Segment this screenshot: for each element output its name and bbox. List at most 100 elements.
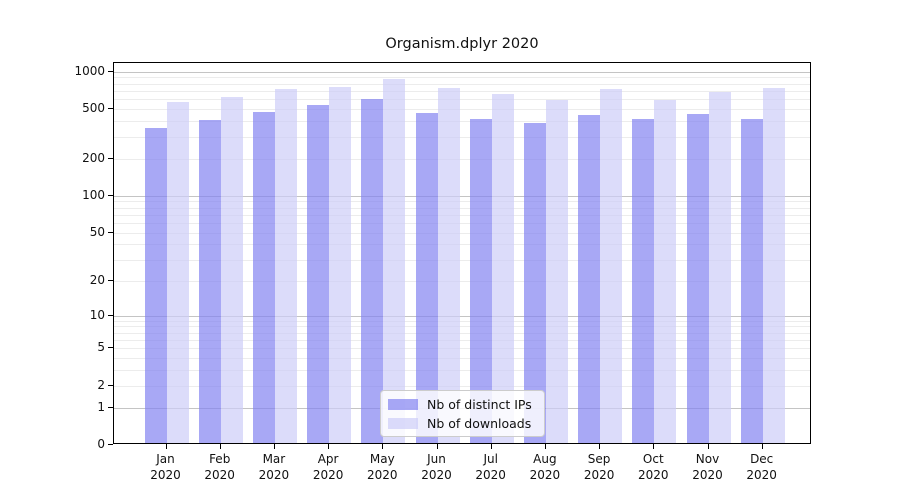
bar-downloads <box>220 97 243 443</box>
y-axis-tick-label: 1 <box>97 399 105 414</box>
x-axis-tick <box>273 444 275 449</box>
bar-downloads <box>654 99 677 443</box>
grid-line-minor <box>114 121 810 123</box>
grid-line-minor <box>114 158 810 160</box>
legend-label: Nb of downloads <box>427 415 532 431</box>
y-axis-tick-label: 1000 <box>74 63 105 78</box>
x-axis-tick-label: Dec 2020 <box>746 452 777 482</box>
y-axis-tick <box>108 444 113 445</box>
bar-distinct-ips <box>361 99 384 443</box>
grid-line-minor <box>114 201 810 203</box>
grid-line-major <box>114 71 810 73</box>
bar-downloads <box>329 86 352 443</box>
grid-line-minor <box>114 385 810 387</box>
x-axis-tick <box>219 444 221 449</box>
grid-line-minor <box>114 348 810 350</box>
grid-line-minor <box>114 358 810 359</box>
y-axis-tick <box>108 231 113 233</box>
x-axis-tick-label: Feb 2020 <box>204 452 235 482</box>
grid-line-minor <box>114 232 810 234</box>
y-axis-tick-label: 50 <box>89 224 105 239</box>
bar-downloads <box>166 101 189 443</box>
y-axis-tick-label: 2 <box>97 377 105 392</box>
x-axis-tick <box>490 444 492 449</box>
bar-distinct-ips <box>252 111 275 443</box>
y-axis-tick-label: 200 <box>82 150 105 165</box>
grid-line-minor <box>114 91 810 92</box>
x-axis-tick-label: Apr 2020 <box>312 452 344 482</box>
bar-downloads <box>491 94 514 443</box>
bar-distinct-ips <box>144 128 167 443</box>
plot-area <box>113 62 811 444</box>
y-axis-tick-label: 20 <box>89 272 105 287</box>
y-axis-tick-label: 500 <box>82 101 105 116</box>
bar-distinct-ips <box>307 105 330 443</box>
bar-distinct-ips <box>632 118 655 443</box>
x-axis-tick <box>436 444 438 449</box>
grid-line-minor <box>114 77 810 79</box>
legend-entry: Nb of downloads <box>388 416 537 431</box>
grid-line-minor <box>114 109 810 111</box>
legend-swatch-downloads <box>388 417 418 429</box>
x-axis-tick-label: Jan 2020 <box>150 452 181 482</box>
legend-entry: Nb of distinct IPs <box>388 397 537 412</box>
x-axis-tick-label: Oct 2020 <box>638 452 669 482</box>
legend: Nb of distinct IPs Nb of downloads <box>380 390 545 437</box>
grid-line-minor <box>114 320 810 322</box>
bar-distinct-ips <box>578 115 601 443</box>
bar-distinct-ips <box>686 114 709 443</box>
bar-distinct-ips <box>523 122 546 443</box>
x-axis-tick-label: Mar 2020 <box>258 452 290 482</box>
x-axis-tick <box>707 444 709 449</box>
y-axis-tick <box>108 314 113 316</box>
bar-distinct-ips <box>740 118 763 443</box>
bar-downloads <box>762 88 785 443</box>
x-axis-tick-label: Jun 2020 <box>421 452 452 482</box>
y-axis-tick <box>108 384 113 386</box>
grid-line-minor <box>114 207 810 209</box>
bar-distinct-ips <box>198 119 221 443</box>
y-axis-tick <box>108 70 113 72</box>
x-axis-tick-label: Jul 2020 <box>475 452 506 482</box>
x-axis-tick-label: Sep 2020 <box>583 452 615 482</box>
bar-downloads <box>545 99 568 443</box>
y-axis-tick-label: 10 <box>89 307 105 322</box>
grid-line-minor <box>114 244 810 246</box>
x-axis-tick-label: May 2020 <box>367 452 398 482</box>
grid-line-major <box>114 195 810 197</box>
y-axis-tick <box>108 108 113 110</box>
bar-downloads <box>708 92 731 443</box>
grid-line-minor <box>114 339 810 341</box>
y-axis-tick-label: 0 <box>97 437 105 451</box>
bar-distinct-ips <box>469 118 492 443</box>
bar-downloads <box>383 79 406 443</box>
grid-line-minor <box>114 326 810 328</box>
y-axis-tick-label: 5 <box>97 340 105 355</box>
chart-title: Organism.dplyr 2020 <box>385 36 539 52</box>
bar-distinct-ips <box>415 112 438 443</box>
bar-downloads <box>437 87 460 443</box>
y-axis-tick <box>108 157 113 159</box>
x-axis-tick <box>328 444 330 449</box>
x-axis-tick <box>761 444 763 449</box>
grid-line-minor <box>114 136 810 138</box>
grid-line-minor <box>114 99 810 101</box>
x-axis-tick <box>544 444 546 449</box>
x-axis-tick <box>165 444 167 449</box>
x-axis-tick-label: Nov 2020 <box>692 452 723 482</box>
grid-line-major <box>114 315 810 317</box>
y-axis-tick-label: 100 <box>82 187 105 202</box>
grid-line-minor <box>114 280 810 282</box>
bar-downloads <box>274 88 297 443</box>
grid-line-minor <box>114 222 810 224</box>
grid-line-minor <box>114 332 810 334</box>
x-axis-tick <box>599 444 601 449</box>
grid-line-minor <box>114 259 810 261</box>
y-axis-tick <box>108 194 113 196</box>
legend-label: Nb of distinct IPs <box>427 396 532 412</box>
y-axis-tick <box>108 279 113 281</box>
grid-line-minor <box>114 83 810 85</box>
x-axis-tick-label: Aug 2020 <box>529 452 561 482</box>
grid-line-minor <box>114 370 810 372</box>
